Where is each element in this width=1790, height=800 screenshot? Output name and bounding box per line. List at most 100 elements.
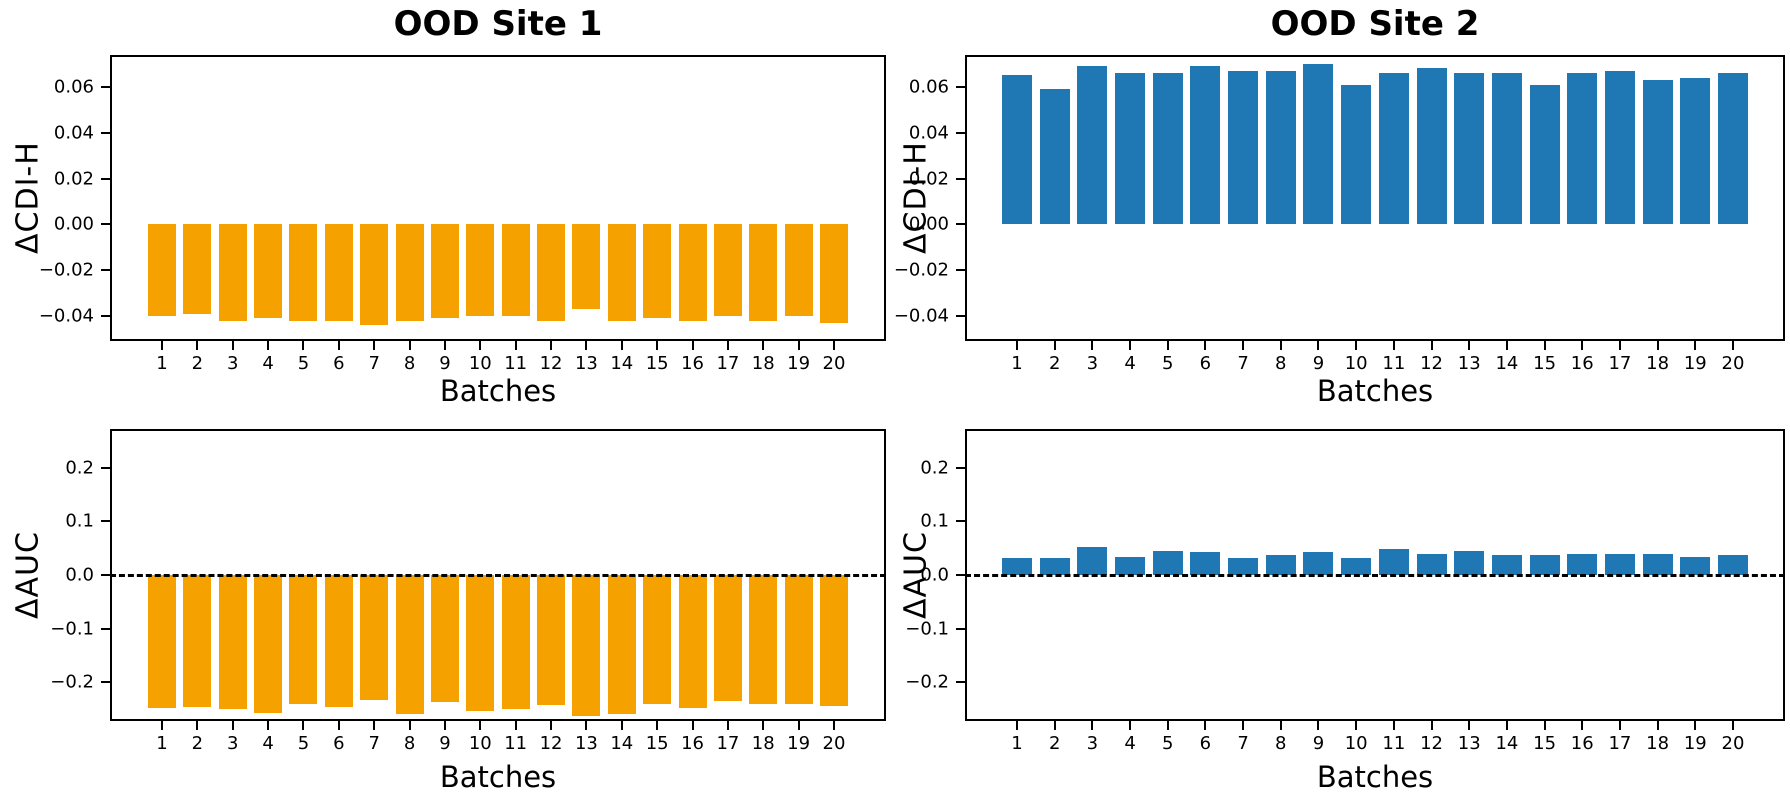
x-tick-mark [302,721,305,730]
x-tick-mark [833,721,835,730]
x-tick-label: 14 [610,733,634,754]
x-tick-label: 8 [1275,733,1287,754]
bar [254,224,282,319]
x-tick-mark [479,721,482,730]
bar [1303,552,1333,575]
bar [1303,63,1333,225]
y-tick-mark [956,131,965,134]
bar [714,224,742,317]
x-tick-mark [443,721,446,730]
x-tick-mark [267,721,270,730]
x-tick-mark [726,341,729,350]
x-tick-label: 20 [1721,353,1745,374]
bar [1680,77,1710,225]
y-tick-label: 0.06 [53,76,94,98]
bar [679,575,707,708]
bar [1492,554,1522,575]
x-tick-label: 18 [1646,733,1670,754]
bar [1115,557,1145,575]
x-tick-label: 11 [1382,733,1406,754]
x-tick-label: 1 [1011,353,1023,374]
x-tick-mark [1129,721,1132,730]
bar [572,575,600,716]
x-tick-label: 1 [156,353,168,374]
zero-dashed-line [110,573,886,577]
x-tick-mark [1091,341,1094,350]
x-tick-mark [1581,341,1584,350]
x-tick-mark [550,721,553,730]
bar [360,224,388,326]
bar [643,575,671,705]
bar [1153,73,1183,225]
x-tick-label: 10 [1344,733,1368,754]
y-tick-label: 0.0 [65,564,94,586]
y-tick-mark [101,520,110,523]
x-tick-mark [231,341,234,350]
x-tick-mark [1468,721,1471,730]
y-axis-label-cdih-site1: ΔCDI-H [10,141,46,255]
x-tick-mark [196,721,199,730]
y-tick-mark [956,315,965,318]
bar [289,575,317,704]
x-tick-label: 12 [539,733,563,754]
y-tick-mark [956,223,965,226]
bar [749,575,777,705]
bar [537,224,565,321]
bar [1341,557,1371,575]
x-tick-mark [1392,721,1395,730]
bar [1077,547,1107,575]
x-tick-mark [1543,721,1546,730]
x-tick-label: 12 [1420,733,1443,754]
x-tick-mark [1430,341,1433,350]
x-tick-mark [620,721,623,730]
bar [1190,552,1220,575]
bar [1530,84,1560,225]
x-tick-mark [302,341,305,350]
x-tick-label: 9 [439,733,451,754]
bar [1417,554,1447,575]
title-ood-site-2: OOD Site 2 [1270,4,1480,44]
y-tick-mark [101,574,110,576]
x-tick-mark [267,341,270,350]
x-tick-label: 7 [368,733,380,754]
x-tick-mark [1242,721,1245,730]
x-tick-label: 20 [822,353,846,374]
x-tick-label: 10 [468,353,492,374]
bar [1605,70,1635,225]
x-tick-mark [1317,341,1320,350]
x-tick-mark [1392,341,1395,350]
x-tick-label: 5 [1162,353,1174,374]
x-tick-label: 6 [1199,733,1212,754]
x-tick-mark [443,341,446,350]
x-tick-mark [479,341,482,350]
x-tick-label: 3 [1086,353,1099,374]
y-tick-label: −0.04 [38,305,94,327]
x-tick-mark [1053,341,1056,350]
x-tick-label: 13 [1457,353,1481,374]
x-tick-mark [161,341,163,350]
x-tick-label: 2 [1048,733,1061,754]
bar [431,575,459,703]
x-tick-mark [196,341,199,350]
y-tick-mark [956,269,965,272]
y-tick-label: −0.02 [38,259,94,281]
bar [1266,554,1296,575]
bar [1605,554,1635,575]
x-tick-mark [1694,341,1697,350]
y-tick-mark [101,269,110,272]
x-tick-label: 7 [1237,353,1249,374]
bar [1153,551,1183,575]
x-tick-mark [1656,341,1659,350]
bar [537,575,565,706]
x-tick-label: 2 [191,353,204,374]
x-tick-label: 14 [1495,733,1519,754]
x-tick-mark [585,341,588,350]
x-tick-mark [797,341,800,350]
bar [1228,557,1258,575]
bar [1115,73,1145,225]
y-tick-label: −0.2 [905,671,949,693]
bar [1379,548,1409,575]
x-axis-label-top-left: Batches [439,374,557,408]
bar [466,224,494,317]
bar [219,575,247,709]
